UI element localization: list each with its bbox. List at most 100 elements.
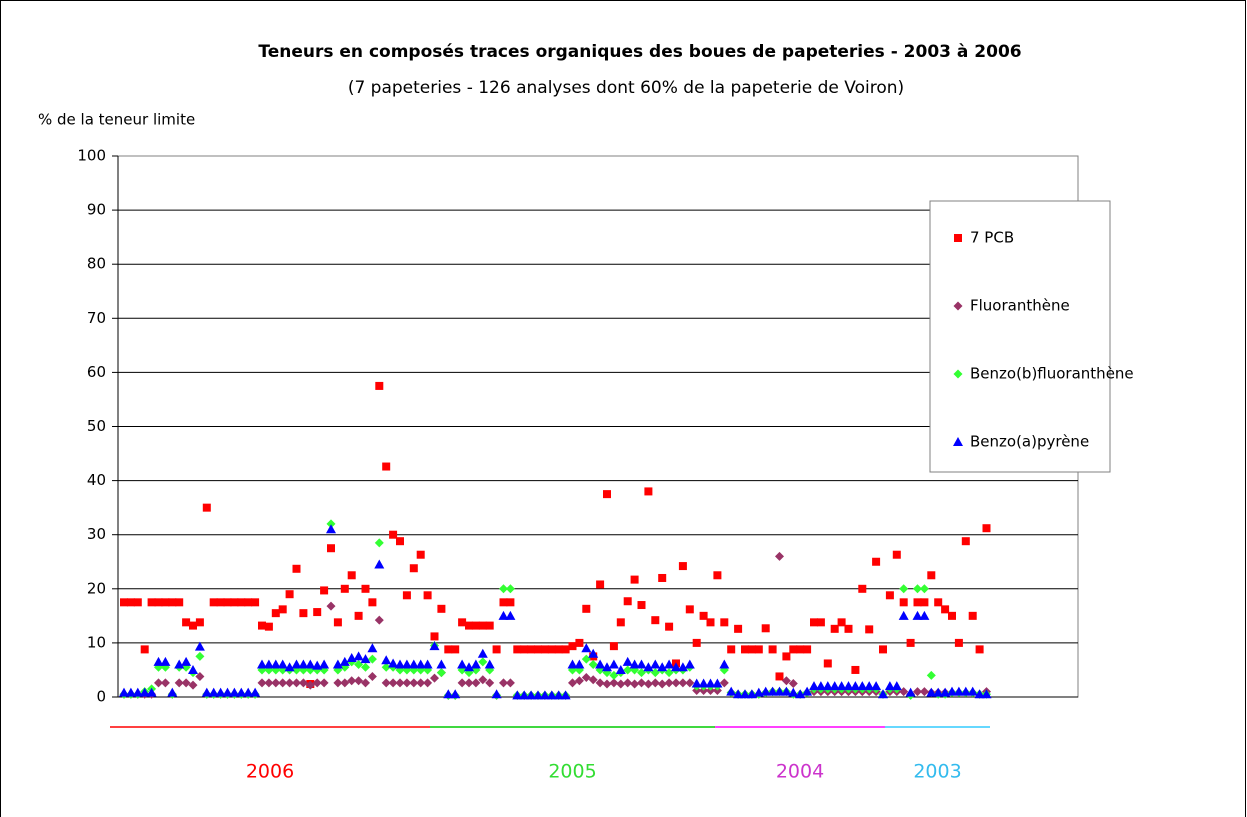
point (415, 659, 426, 669)
point (658, 573, 667, 582)
point (298, 659, 309, 669)
point (899, 598, 908, 607)
point (927, 571, 936, 580)
point (789, 645, 798, 654)
point (609, 642, 618, 651)
point (457, 659, 468, 669)
point (651, 616, 660, 625)
point (741, 645, 749, 654)
point (402, 678, 412, 688)
point (264, 678, 274, 688)
point (477, 648, 488, 658)
point (175, 598, 184, 607)
point (968, 611, 977, 620)
point (588, 675, 598, 685)
point (581, 673, 591, 683)
point (775, 672, 784, 681)
point (332, 659, 343, 669)
point (878, 689, 888, 699)
point (602, 679, 612, 689)
point (616, 618, 625, 627)
point (464, 678, 474, 688)
point (361, 662, 370, 672)
point (168, 598, 177, 607)
point (685, 678, 695, 688)
point (174, 678, 184, 688)
point (568, 642, 577, 651)
point (912, 610, 923, 620)
point (422, 659, 433, 669)
point (402, 591, 411, 600)
point (934, 598, 943, 607)
point (340, 678, 350, 688)
point (167, 687, 178, 697)
point (926, 687, 937, 697)
point (919, 687, 929, 697)
point (720, 618, 729, 627)
point (775, 551, 784, 561)
point (284, 662, 295, 672)
point (236, 687, 247, 697)
point (291, 659, 302, 669)
point (596, 580, 605, 589)
point (257, 659, 267, 669)
point (719, 678, 729, 688)
point (195, 651, 205, 661)
point (153, 656, 164, 666)
point (650, 659, 661, 669)
point (389, 530, 398, 539)
point (182, 618, 191, 627)
point (320, 586, 329, 595)
point (768, 645, 777, 654)
point (677, 662, 688, 672)
point (898, 610, 909, 620)
point (401, 659, 412, 669)
point (926, 670, 936, 680)
point (271, 609, 280, 618)
point (443, 689, 454, 699)
point (623, 665, 633, 675)
point (444, 645, 453, 654)
point (664, 678, 674, 688)
point (899, 687, 909, 697)
point (140, 645, 149, 654)
point (961, 537, 970, 546)
legend-marker (953, 369, 963, 379)
chart-title: Teneurs en composés traces organiques de… (258, 42, 1021, 62)
point (582, 604, 591, 613)
point (250, 687, 261, 697)
point (871, 681, 882, 691)
y-tick-label: 10 (87, 633, 106, 651)
point (553, 690, 564, 700)
legend-box (929, 200, 1111, 473)
point (574, 676, 584, 686)
point (375, 381, 384, 390)
point (498, 610, 509, 620)
point (796, 645, 805, 654)
point (195, 671, 205, 681)
point (622, 656, 633, 666)
point (858, 584, 867, 593)
point (554, 645, 563, 654)
point (339, 656, 350, 666)
point (374, 559, 385, 569)
point (354, 660, 364, 670)
point (603, 490, 611, 499)
point (367, 643, 378, 653)
point (608, 659, 619, 669)
point (727, 645, 736, 654)
legend-marker (953, 437, 963, 446)
point (201, 687, 212, 697)
point (374, 615, 384, 625)
point (643, 679, 653, 689)
point (539, 690, 550, 700)
point (429, 641, 440, 651)
point (650, 678, 660, 688)
point (194, 641, 205, 651)
point (884, 681, 895, 691)
point (967, 686, 978, 696)
point (471, 621, 480, 630)
point (981, 689, 992, 699)
point (892, 550, 901, 559)
y-tick-label: 30 (87, 525, 106, 543)
